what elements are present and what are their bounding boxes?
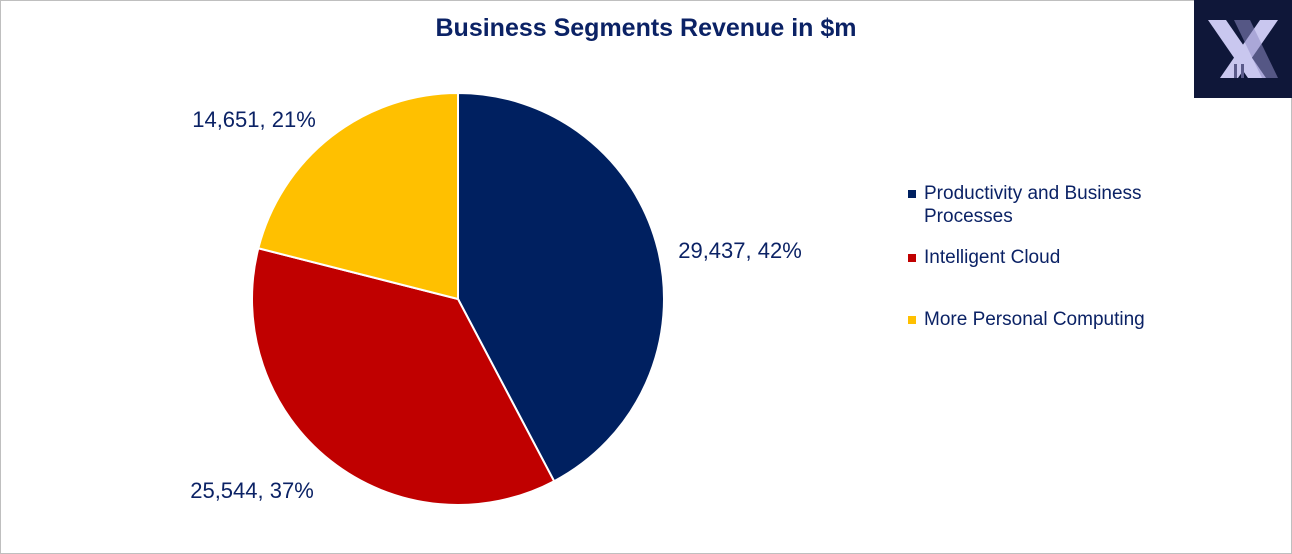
- legend-label: More Personal Computing: [924, 309, 1145, 330]
- legend-label: Productivity and Business Processes: [924, 183, 1142, 227]
- data-label-intelligent-cloud: 25,544, 37%: [190, 478, 314, 503]
- slice-intelligent-cloud: [251, 247, 556, 506]
- legend-swatch: [908, 254, 916, 262]
- slice-productivity: [457, 91, 665, 483]
- brand-logo: [1194, 0, 1292, 98]
- legend-label: Intelligent Cloud: [924, 247, 1061, 268]
- chart-title: Business Segments Revenue in $m: [435, 14, 857, 42]
- legend-swatch: [908, 316, 916, 324]
- slice-more-personal-computing: [257, 91, 459, 301]
- x-logo-icon: [1208, 20, 1278, 78]
- data-label-productivity: 29,437, 42%: [678, 238, 802, 263]
- legend-swatch: [908, 190, 916, 198]
- data-label-more-personal-computing: 14,651, 21%: [192, 107, 316, 132]
